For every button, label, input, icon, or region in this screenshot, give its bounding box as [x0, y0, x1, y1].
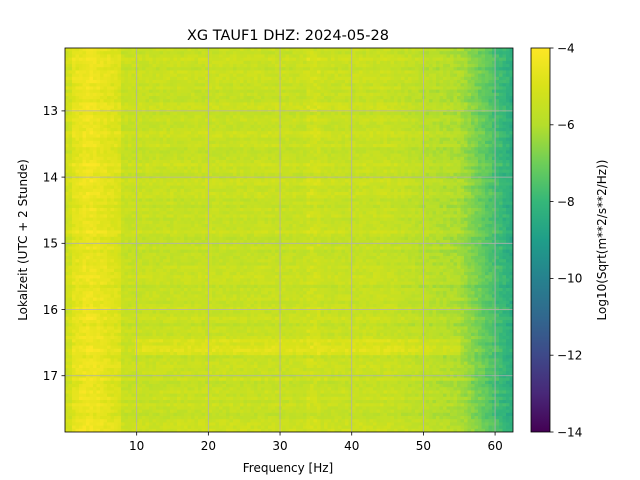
spectrogram-heatmap — [65, 48, 514, 433]
chart-title: XG TAUF1 DHZ: 2024-05-28 — [187, 28, 389, 44]
